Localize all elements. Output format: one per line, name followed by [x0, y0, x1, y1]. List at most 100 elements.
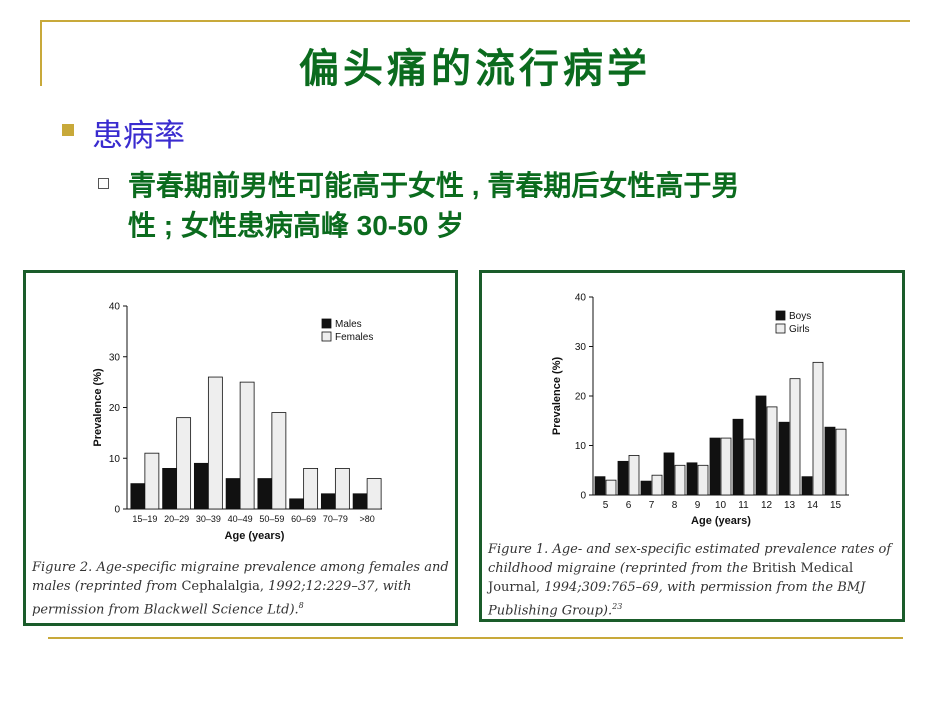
caption-part: 23 [612, 602, 623, 611]
x-tick-label: 10 [715, 500, 727, 511]
bar-boys [663, 452, 675, 496]
y-axis-title: Prevalence (%) [551, 357, 563, 436]
bottom-rule [48, 637, 903, 639]
bullet-body: 青春期前男性可能高于女性 , 青春期后女性高于男 性 ; 女性患病高峰 30-5… [128, 166, 898, 246]
bar-females [207, 376, 223, 510]
left-rule [40, 20, 42, 86]
bar-girls [651, 474, 663, 496]
legend-label-boys: Boys [789, 311, 811, 322]
caption-part: Figure 2. Age-specific migraine prevalen… [32, 560, 449, 594]
figure-caption-left: Figure 2. Age-specific migraine prevalen… [32, 558, 450, 619]
y-tick-label: 30 [575, 342, 587, 353]
bar-girls [766, 406, 778, 496]
legend-swatch-females [321, 331, 332, 342]
caption-part: Figure 1. Age- and sex-specific estimate… [488, 542, 892, 576]
bar-females [334, 467, 350, 510]
bar-females [366, 478, 382, 510]
bar-girls [697, 464, 709, 496]
bullet-body-line2: 性 ; 女性患病高峰 30-50 岁 [128, 210, 465, 241]
top-rule [40, 20, 910, 22]
x-tick-label: 5 [603, 500, 609, 511]
y-tick-label: 40 [575, 293, 587, 304]
bar-girls [605, 479, 617, 496]
chart-panel-left: 0 10 20 30 40 15–19 20–29 30–39 40–49 50–59 60–69 7… [23, 270, 458, 626]
y-tick-label: 20 [109, 403, 121, 414]
legend-swatch-males [321, 318, 332, 329]
bar-girls [720, 437, 732, 496]
y-tick-label: 40 [109, 302, 121, 313]
bar-males [352, 493, 368, 510]
bar-males [289, 498, 305, 510]
square-bullet-icon [62, 124, 74, 136]
bar-males [320, 493, 336, 510]
y-tick-label: 10 [109, 454, 121, 465]
bar-boys [686, 462, 698, 496]
x-tick-label: 11 [738, 500, 749, 511]
bar-males [257, 478, 273, 510]
x-tick-label: 30–39 [196, 514, 221, 524]
legend-label-females: Females [335, 332, 373, 343]
x-tick-label: 60–69 [291, 514, 316, 524]
bar-boys [640, 480, 652, 496]
bar-males [162, 467, 178, 510]
bar-females [176, 417, 192, 510]
x-tick-label: 50–59 [259, 514, 284, 524]
x-tick-label: >80 [359, 514, 374, 524]
bar-boys [617, 460, 629, 496]
caption-part: Cephalalgia, [181, 579, 269, 594]
bar-boys [824, 426, 836, 496]
bar-boys [709, 437, 721, 496]
bar-boys [594, 476, 606, 496]
bar-girls [812, 361, 824, 496]
bar-boys [755, 395, 767, 496]
x-tick-label: 14 [807, 500, 819, 511]
x-tick-label: 6 [626, 500, 632, 511]
bar-girls [743, 438, 755, 496]
chart-left: 0 10 20 30 40 15–19 20–29 30–39 40–49 50–59 60–69 7… [92, 302, 382, 542]
caption-part: British Medical Journal, [488, 561, 854, 595]
bar-males [225, 478, 241, 510]
bar-males [130, 483, 146, 510]
y-tick-label: 0 [580, 491, 586, 502]
y-tick-label: 20 [575, 392, 587, 403]
bar-girls [789, 378, 801, 496]
bar-girls [628, 454, 640, 496]
bar-females [144, 452, 160, 510]
legend-swatch-girls [775, 323, 786, 334]
bar-boys [732, 418, 744, 496]
x-tick-label: 9 [695, 500, 701, 511]
slide-title: 偏头痛的流行病学 [299, 45, 651, 92]
caption-part: 1992;12:229–37, with permission from Bla… [32, 579, 412, 618]
x-axis-title: Age (years) [691, 515, 751, 527]
bar-boys [778, 421, 790, 496]
bullet-heading: 患病率 [92, 118, 185, 154]
y-axis-title: Prevalence (%) [92, 368, 104, 447]
x-tick-label: 70–79 [323, 514, 348, 524]
figure-caption-right: Figure 1. Age- and sex-specific estimate… [488, 540, 898, 620]
x-tick-label: 8 [672, 500, 678, 511]
legend-swatch-boys [775, 310, 786, 321]
x-tick-label: 15–19 [132, 514, 157, 524]
legend-label-males: Males [335, 319, 362, 330]
x-tick-label: 15 [830, 500, 842, 511]
chart-right: 0 10 20 30 40 5 6 7 8 9 10 11 12 13 14 15 Boys Girls Age (… [551, 293, 849, 527]
x-tick-label: 40–49 [228, 514, 253, 524]
hollow-square-bullet-icon [98, 178, 109, 189]
y-tick-label: 10 [575, 441, 587, 452]
y-tick-label: 0 [114, 505, 120, 516]
bar-females [239, 381, 255, 510]
x-axis-title: Age (years) [225, 530, 285, 542]
legend-label-girls: Girls [789, 324, 810, 335]
x-tick-label: 20–29 [164, 514, 189, 524]
x-tick-label: 13 [784, 500, 796, 511]
bar-girls [835, 428, 847, 496]
bullet-body-line1: 青春期前男性可能高于女性 , 青春期后女性高于男 [128, 170, 740, 201]
caption-part: 8 [298, 601, 304, 610]
bar-girls [674, 464, 686, 496]
caption-part: 1994;309:765–69, with permission from th… [488, 580, 866, 619]
chart-panel-right: 0 10 20 30 40 5 6 7 8 9 10 11 12 13 14 15 Boys Girls Age (… [479, 270, 905, 622]
bar-females [271, 412, 287, 510]
bar-females [303, 467, 319, 510]
y-tick-label: 30 [109, 352, 121, 363]
x-tick-label: 7 [649, 500, 655, 511]
